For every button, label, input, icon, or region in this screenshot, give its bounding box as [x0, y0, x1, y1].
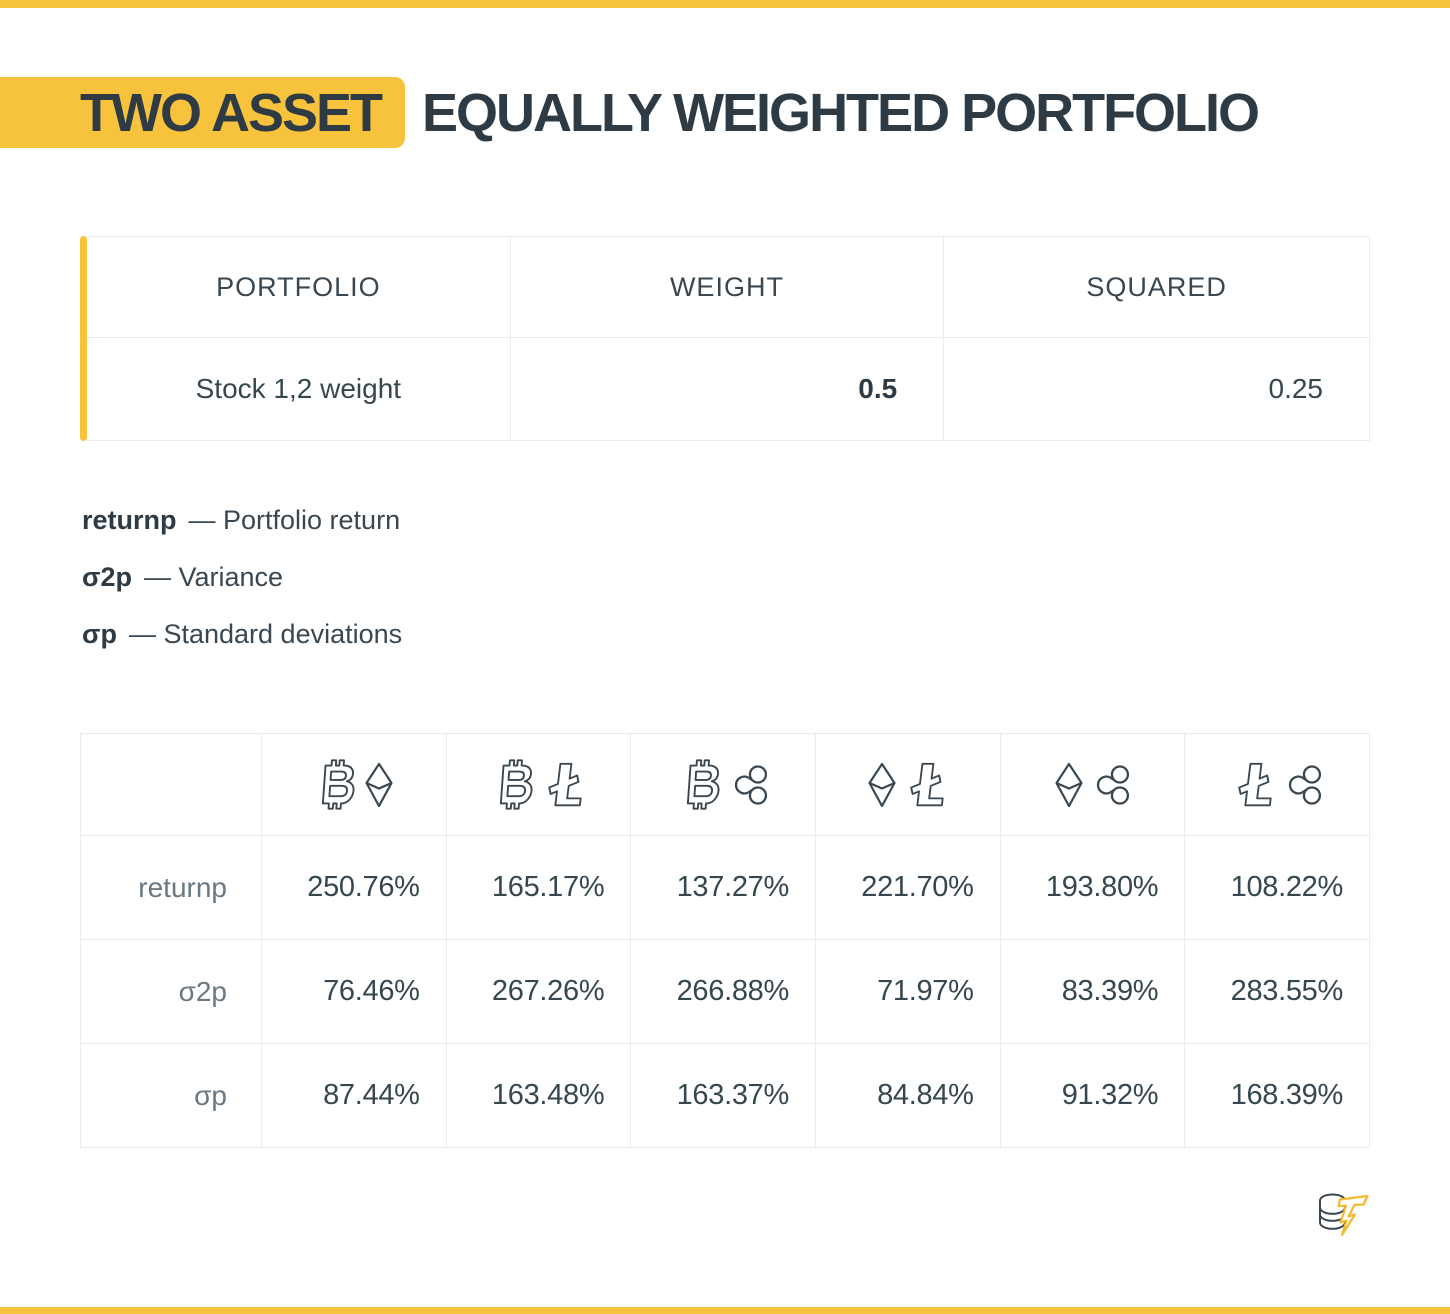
litecoin-icon	[542, 762, 586, 808]
asset-pair-eth-ltc	[814, 733, 1001, 836]
litecoin-icon	[1232, 762, 1276, 808]
result-value: 108.22%	[1184, 835, 1370, 940]
result-value: 250.76%	[261, 835, 447, 940]
ripple-icon	[1283, 764, 1323, 806]
weights-cell-squared: 0.25	[943, 337, 1370, 441]
weights-header-squared: SQUARED	[943, 236, 1370, 338]
legend-item-stdev: σp — Standard deviations	[82, 614, 402, 654]
weights-header-row: PORTFOLIO WEIGHT SQUARED	[87, 236, 1370, 338]
table-accent-bar	[80, 236, 87, 441]
ripple-icon	[729, 764, 769, 806]
result-value: 165.17%	[445, 835, 632, 940]
icon-pair	[1002, 762, 1184, 808]
title-highlight-box: TWO ASSET	[0, 77, 405, 148]
weights-header-portfolio: PORTFOLIO	[87, 236, 511, 338]
legend-term: σ2p	[82, 562, 132, 592]
result-value: 193.80%	[999, 835, 1186, 940]
ethereum-icon	[1054, 762, 1084, 808]
results-table-section: returnp 250.76% 165.17% 137.27% 221.70% …	[80, 733, 1370, 1148]
result-value: 221.70%	[814, 835, 1001, 940]
results-header-row	[80, 733, 1370, 836]
result-value: 137.27%	[630, 835, 816, 940]
legend: returnp — Portfolio return σ2p — Variance …	[82, 500, 402, 671]
legend-description: — Standard deviations	[128, 619, 403, 649]
asset-pair-ltc-xrp	[1184, 733, 1370, 836]
bottom-accent-bar	[0, 1307, 1450, 1314]
bitcoin-icon	[313, 759, 357, 810]
result-value: 163.48%	[445, 1043, 632, 1148]
result-value: 168.39%	[1184, 1043, 1370, 1148]
result-value: 76.46%	[261, 939, 447, 1044]
result-value: 84.84%	[814, 1043, 1001, 1148]
icon-pair	[817, 762, 999, 808]
icon-pair	[632, 759, 814, 810]
ethereum-icon	[364, 762, 394, 808]
legend-description: — Variance	[143, 562, 284, 592]
asset-pair-btc-eth	[261, 733, 447, 836]
title-rest-box: EQUALLY WEIGHTED PORTFOLIO	[422, 77, 1260, 148]
result-value: 87.44%	[261, 1043, 447, 1148]
legend-item-variance: σ2p — Variance	[82, 557, 402, 597]
icon-pair	[448, 759, 630, 810]
asset-pair-btc-xrp	[630, 733, 816, 836]
title-highlight-text: TWO ASSET	[80, 82, 383, 143]
ripple-icon	[1091, 764, 1131, 806]
results-row-stdev: σp 87.44% 163.48% 163.37% 84.84% 91.32% …	[80, 1043, 1370, 1148]
icon-pair	[1186, 762, 1368, 808]
weights-table: PORTFOLIO WEIGHT SQUARED Stock 1,2 weigh…	[87, 236, 1370, 441]
icon-pair	[263, 759, 445, 810]
row-label: σp	[80, 1043, 262, 1148]
results-table: returnp 250.76% 165.17% 137.27% 221.70% …	[80, 733, 1370, 1148]
bitcoin-icon	[491, 759, 535, 810]
weights-header-weight: WEIGHT	[509, 236, 945, 338]
row-label: σ2p	[80, 939, 262, 1044]
weights-cell-portfolio: Stock 1,2 weight	[87, 337, 511, 441]
weights-cell-weight: 0.5	[509, 337, 945, 441]
results-corner-cell	[80, 733, 262, 836]
bitcoin-icon	[678, 759, 722, 810]
coin-stack-lightning-logo	[1319, 1193, 1369, 1237]
legend-term: σp	[82, 619, 117, 649]
title-rest-text: EQUALLY WEIGHTED PORTFOLIO	[422, 82, 1260, 143]
results-row-variance: σ2p 76.46% 267.26% 266.88% 71.97% 83.39%…	[80, 939, 1370, 1044]
weights-data-row: Stock 1,2 weight 0.5 0.25	[87, 337, 1370, 441]
asset-pair-eth-xrp	[999, 733, 1186, 836]
weights-table-section: PORTFOLIO WEIGHT SQUARED Stock 1,2 weigh…	[80, 236, 1370, 441]
row-label: returnp	[80, 835, 262, 940]
legend-item-returnp: returnp — Portfolio return	[82, 500, 402, 540]
legend-description: — Portfolio return	[188, 505, 401, 535]
page-title: TWO ASSET EQUALLY WEIGHTED PORTFOLIO	[0, 77, 1260, 148]
result-value: 283.55%	[1184, 939, 1370, 1044]
top-accent-bar	[0, 0, 1450, 8]
result-value: 267.26%	[445, 939, 632, 1044]
asset-pair-btc-ltc	[445, 733, 632, 836]
result-value: 83.39%	[999, 939, 1186, 1044]
results-row-returnp: returnp 250.76% 165.17% 137.27% 221.70% …	[80, 835, 1370, 940]
result-value: 91.32%	[999, 1043, 1186, 1148]
result-value: 163.37%	[630, 1043, 816, 1148]
ethereum-icon	[867, 762, 897, 808]
legend-term: returnp	[82, 505, 177, 535]
result-value: 71.97%	[814, 939, 1001, 1044]
result-value: 266.88%	[630, 939, 816, 1044]
litecoin-icon	[904, 762, 948, 808]
